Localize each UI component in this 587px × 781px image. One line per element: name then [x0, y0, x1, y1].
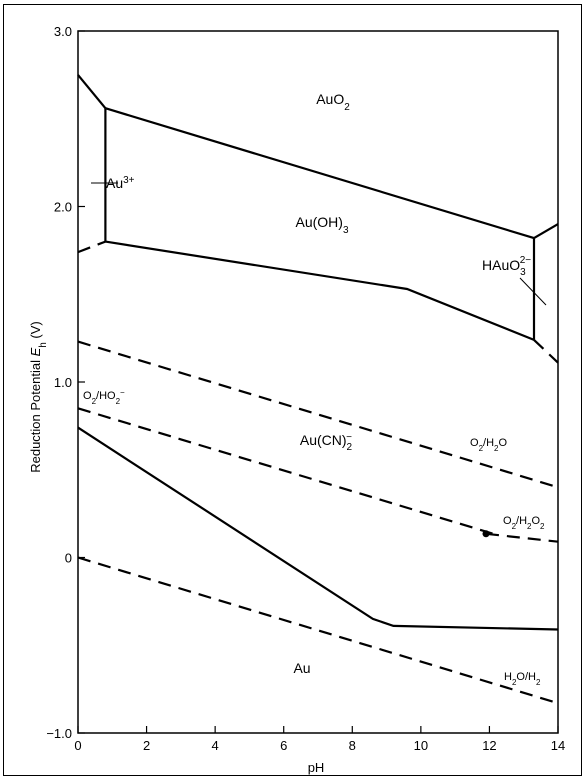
boundary-au-cn2-au	[77, 426, 559, 631]
x-tick-label: 2	[143, 738, 150, 753]
y-tick-label: 1.0	[54, 375, 72, 390]
x-tick-label: 10	[414, 738, 428, 753]
y-tick-label: 0	[65, 551, 72, 566]
couple-label-h2o-h2: H2O/H2	[504, 671, 541, 687]
series-line-0	[77, 340, 559, 489]
y-tick-label: 3.0	[54, 24, 72, 39]
couple-label-o2-h2o2: O2/H2O2	[503, 515, 545, 531]
x-tick-label: 14	[551, 738, 565, 753]
boundary-auo2-au-oh3	[105, 107, 535, 240]
x-tick-label: 4	[212, 738, 219, 753]
region-label-au: Au	[293, 660, 310, 676]
figure-frame	[3, 4, 582, 776]
annotation-hauo3: HAuO32−	[482, 255, 531, 278]
series-line-2	[485, 532, 559, 543]
boundary-au3-top	[77, 74, 107, 109]
x-tick-label: 12	[482, 738, 496, 753]
y-axis-title-sub: h	[38, 342, 49, 348]
x-tick-label: 6	[280, 738, 287, 753]
series-line-3	[77, 556, 559, 705]
region-label-au-oh3: Au(OH)3	[295, 214, 348, 236]
ticks: 0 2 4 6 8 10 12 14−1.001.02.03.0	[46, 24, 565, 753]
y-axis-title-symbol: E	[28, 347, 43, 356]
boundary-hauo3-bottom	[533, 339, 559, 364]
y-tick-label: −1.0	[46, 726, 72, 741]
boundary-hauo3-top	[533, 223, 559, 240]
data-point	[482, 530, 490, 538]
x-axis-title: pH	[308, 760, 325, 775]
series-line-1	[77, 407, 497, 536]
region-label-auo2: AuO2	[316, 91, 350, 113]
y-axis-title-main: Reduction Potential	[28, 356, 43, 472]
x-tick-label: 0	[74, 738, 81, 753]
boundary-au-oh3-au	[105, 240, 535, 341]
leader-hauo3	[519, 277, 547, 306]
x-tick-label: 8	[349, 738, 356, 753]
couple-label-o2-ho2: O2/HO2−	[83, 388, 125, 406]
boundary-au3-au-bottom	[77, 240, 106, 254]
curves	[77, 74, 559, 705]
couple-label-o2-h2o: O2/H2O	[470, 437, 507, 453]
y-axis-title: Reduction Potential Eh (V)	[28, 321, 49, 473]
y-axis-title-unit: (V)	[28, 321, 43, 342]
region-label-au-cn2: Au(CN)2−	[300, 432, 353, 453]
y-tick-label: 2.0	[54, 200, 72, 215]
